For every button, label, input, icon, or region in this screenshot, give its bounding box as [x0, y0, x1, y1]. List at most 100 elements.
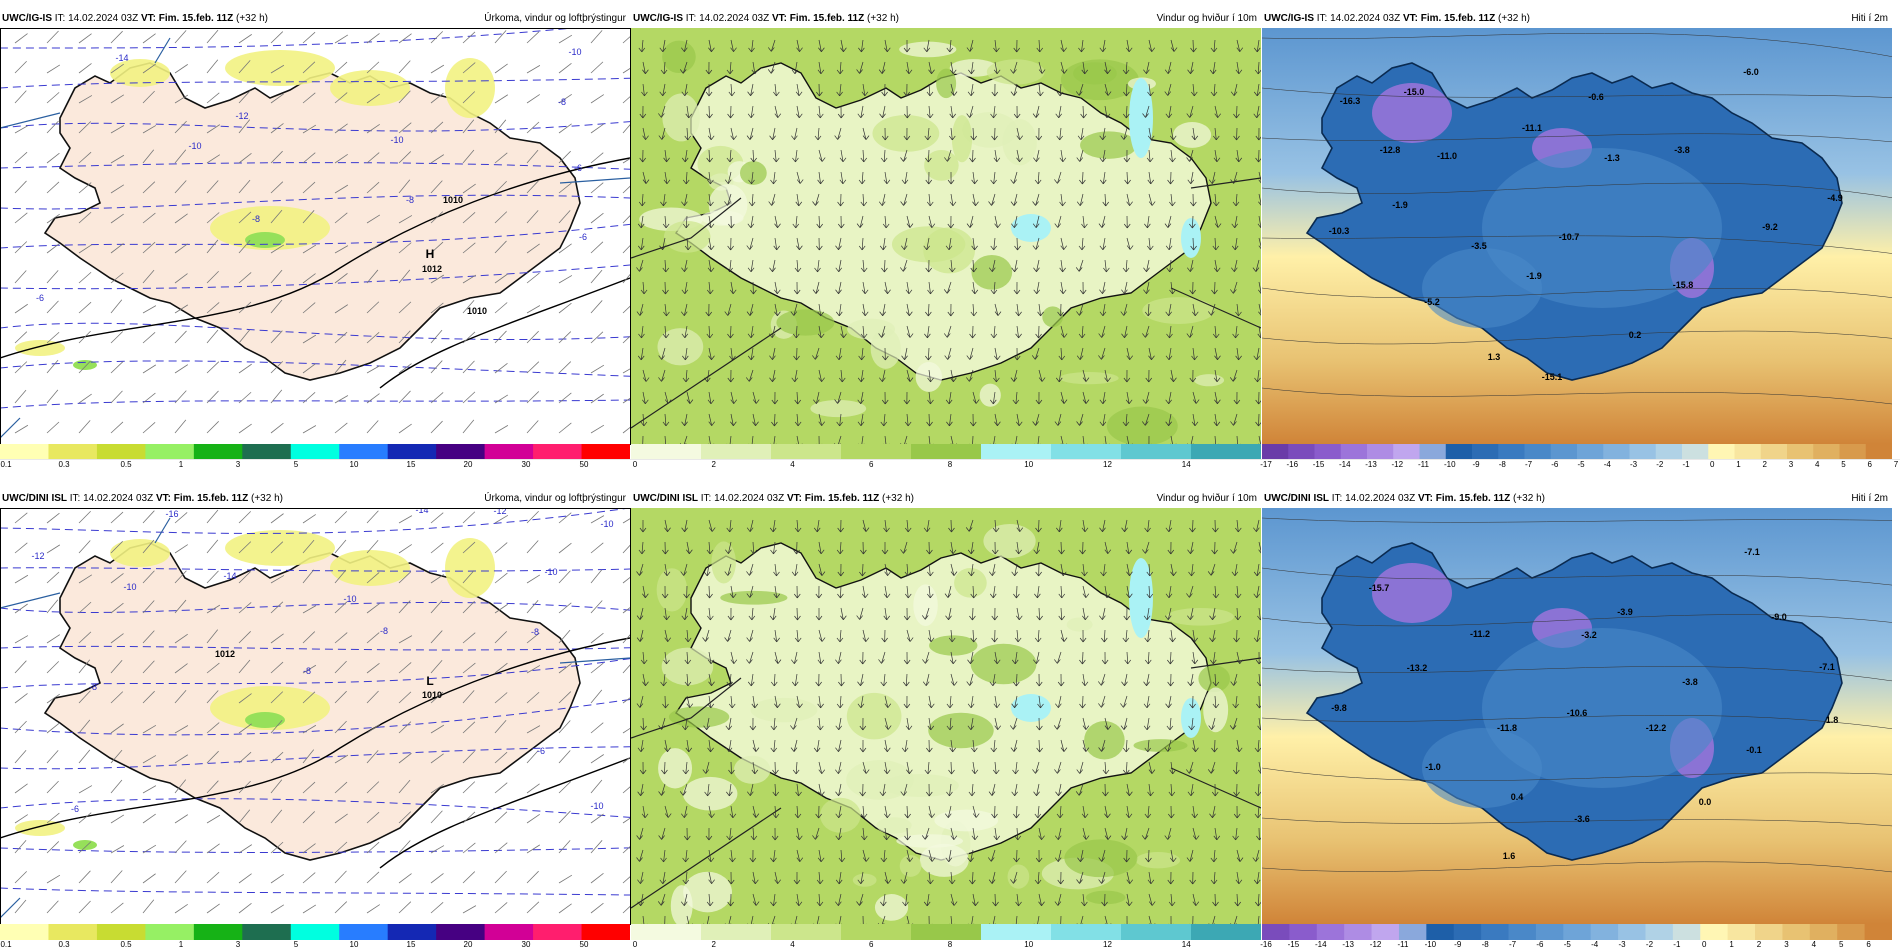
wind-arrow-head: [944, 813, 949, 818]
isotherm-label: -10: [544, 567, 558, 577]
colorbar-swatch: [1590, 924, 1619, 940]
wind-arrow-head: [1120, 703, 1124, 708]
wind-arrow-head: [860, 813, 865, 819]
wind-arrow-head: [1037, 91, 1041, 97]
wind-arrow: [639, 607, 644, 620]
wind-barb: [78, 182, 92, 194]
wind-arrow-head: [1189, 527, 1193, 533]
wind-barb: [558, 302, 572, 314]
colorbar-swatch: [242, 924, 292, 940]
wind-barb: [494, 662, 508, 674]
colorbar-swatch: [1316, 924, 1345, 940]
wind-arrow-head: [753, 157, 757, 163]
wind-arrow-head: [1102, 311, 1107, 317]
wind-arrow: [796, 193, 800, 206]
wind-arrow-head: [707, 791, 711, 797]
wind-arrow-head: [1216, 157, 1221, 163]
wind-arrow: [928, 871, 931, 884]
wind-barb: [558, 94, 572, 104]
wind-arrow: [684, 83, 688, 96]
wind-arrow-head: [1128, 399, 1133, 405]
wind-arrow: [928, 435, 931, 444]
wind-arrow-head: [883, 615, 888, 621]
wind-barb: [366, 750, 379, 764]
wind-arrow: [1167, 607, 1172, 620]
wind-arrow-head: [1129, 571, 1133, 576]
wind-barb: [526, 305, 541, 314]
wind-arrow-head: [946, 791, 950, 797]
wind-arrow-head: [1195, 399, 1200, 404]
wind-arrow-head: [1212, 901, 1216, 907]
wind-arrow-head: [709, 113, 713, 119]
wind-barb: [462, 842, 476, 854]
wind-arrow-head: [906, 377, 911, 382]
wind-arrow-head: [1190, 549, 1194, 554]
wind-arrow-head: [1019, 527, 1024, 532]
wind-arrow: [1035, 105, 1040, 118]
wind-barb: [142, 690, 155, 704]
wind-arrow-head: [733, 135, 737, 140]
wind-arrow-head: [1081, 333, 1086, 339]
wind-arrow-head: [1056, 725, 1061, 730]
wind-arrow-head: [1258, 201, 1261, 206]
wind-arrow-head: [989, 267, 993, 272]
colorbar-tick-label: -17: [1260, 460, 1272, 469]
wind-arrow-head: [1256, 113, 1261, 118]
wind-arrow: [906, 805, 909, 819]
wind-arrow-head: [863, 157, 868, 163]
wind-arrow: [928, 849, 933, 862]
wind-arrow: [728, 915, 732, 924]
wind-arrow-head: [907, 571, 912, 577]
wind-arrow-head: [856, 615, 860, 620]
wind-arrow-head: [965, 527, 970, 532]
wind-arrow-head: [884, 637, 888, 643]
wind-speed-area: [1080, 131, 1137, 159]
wind-arrow-head: [666, 179, 671, 185]
wind-arrow-head: [859, 747, 864, 753]
wind-arrow-head: [665, 549, 669, 555]
wind-arrow-head: [1013, 69, 1017, 74]
wind-arrow-head: [666, 311, 670, 317]
wind-arrow-head: [864, 289, 869, 295]
map-area: L 1010 1012 -16 -14 -12 -10 -12 -10 -14 -10 -10 -8 -8…: [0, 508, 630, 924]
wind-arrow-head: [1060, 399, 1065, 404]
colorbar-swatch: [1498, 444, 1525, 460]
wind-arrow-head: [659, 879, 664, 885]
run-info: UWC/IG-IS IT: 14.02.2024 03Z VT: Fim. 15…: [633, 10, 899, 28]
wind-arrow: [1168, 303, 1172, 316]
wind-arrow-head: [1256, 91, 1261, 97]
wind-arrow-head: [990, 857, 995, 862]
wind-arrow: [1060, 391, 1065, 404]
wind-arrow-head: [1125, 747, 1130, 753]
wind-arrow-head: [908, 289, 913, 295]
colorbar-tick-label: -10: [1443, 460, 1456, 469]
wind-arrow: [708, 149, 711, 163]
wind-arrow-head: [731, 91, 736, 97]
wind-arrow-head: [923, 245, 928, 250]
isotherm-line: [1262, 182, 1892, 198]
wind-arrow-head: [881, 399, 886, 405]
wind-arrow-head: [836, 637, 841, 643]
wind-arrow-head: [1236, 47, 1241, 52]
wind-speed-area: [656, 568, 688, 612]
wind-arrow-head: [1194, 421, 1199, 427]
colorbar-tick-label: -14: [1315, 940, 1327, 949]
wind-barb: [238, 541, 252, 554]
wind-arrow-head: [773, 549, 777, 555]
wind-arrow-head: [790, 725, 794, 730]
wind-arrow-head: [797, 421, 802, 427]
wind-arrow: [1167, 827, 1172, 840]
wind-barb: [174, 94, 189, 104]
wind-arrow-head: [1253, 571, 1258, 577]
wind-barb: [590, 152, 604, 164]
wind-arrow-head: [1036, 289, 1041, 294]
wind-barb: [462, 750, 475, 764]
wind-barb: [270, 64, 285, 74]
wind-arrow-head: [1082, 179, 1086, 185]
wind-barb: [334, 92, 348, 104]
wind-arrow-head: [711, 421, 715, 426]
wind-arrow: [1016, 629, 1019, 642]
wind-arrow-head: [751, 703, 756, 709]
wind-arrow-head: [1078, 245, 1083, 251]
wind-arrow: [664, 215, 667, 228]
